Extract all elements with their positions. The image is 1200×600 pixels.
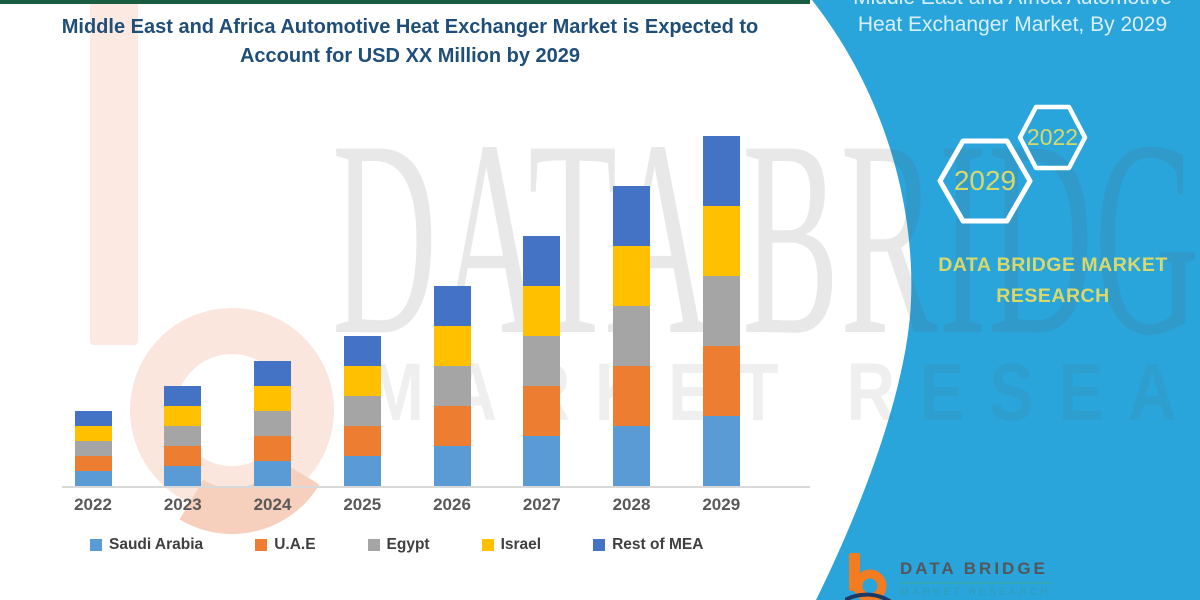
legend-swatch-icon — [255, 539, 268, 551]
bar-segment-2022 — [74, 411, 112, 426]
legend-swatch-icon — [593, 539, 606, 551]
bar-segment-2029 — [702, 276, 740, 346]
top-accent-strip — [0, 0, 810, 4]
bar-segment-2029 — [702, 136, 740, 206]
bar-segment-2027 — [523, 286, 561, 336]
x-axis-label: 2023 — [163, 495, 202, 514]
bar-segment-2027 — [523, 336, 561, 386]
bar-segment-2024 — [254, 436, 291, 461]
bar-segment-2026 — [433, 326, 471, 366]
legend-item: Israel — [481, 536, 542, 554]
bar-segment-2026 — [433, 366, 471, 406]
bar-segment-2029 — [702, 206, 740, 276]
bar-segment-2028 — [613, 426, 650, 486]
legend-swatch-icon — [367, 539, 380, 551]
x-axis-label: 2024 — [253, 495, 292, 514]
bar-segment-2022 — [74, 471, 112, 486]
legend-label: Saudi Arabia — [109, 536, 204, 553]
bar-segment-2028 — [613, 186, 650, 246]
bar-segment-2022 — [74, 456, 112, 471]
bar-segment-2026 — [433, 286, 471, 326]
bar-segment-2024 — [254, 411, 291, 436]
bar-segment-2027 — [523, 436, 561, 486]
bar-segment-2029 — [702, 416, 740, 486]
bar-segment-2026 — [433, 446, 471, 486]
bar-segment-2025 — [343, 426, 381, 456]
bar-segment-2029 — [702, 346, 740, 416]
legend-item: U.A.E — [255, 536, 316, 554]
x-axis-label: 2026 — [433, 495, 471, 514]
legend-label: Rest of MEA — [612, 536, 704, 553]
bar-segment-2026 — [433, 406, 471, 446]
legend-label: Egypt — [386, 536, 430, 553]
logo-watermark-stem — [90, 0, 138, 345]
bar-segment-2023 — [164, 446, 202, 466]
x-axis-line — [62, 486, 810, 488]
bar-segment-2023 — [164, 466, 202, 486]
bar-segment-2024 — [254, 461, 291, 486]
x-axis-label: 2022 — [74, 495, 112, 514]
legend-item: Rest of MEA — [593, 536, 703, 554]
legend-swatch-icon — [90, 539, 102, 551]
legend-item: Saudi Arabia — [90, 536, 203, 554]
legend-label: Israel — [500, 536, 542, 553]
x-axis-label: 2028 — [612, 495, 651, 514]
bar-segment-2022 — [74, 426, 112, 441]
bar-segment-2028 — [613, 366, 650, 426]
legend-label: U.A.E — [274, 536, 316, 553]
chart-legend: Saudi Arabia U.A.E Egypt Israel Rest of MEA — [90, 536, 703, 554]
bar-segment-2023 — [164, 386, 202, 406]
bar-segment-2023 — [164, 426, 202, 446]
legend-swatch-icon — [481, 539, 494, 551]
bar-segment-2025 — [343, 456, 381, 486]
stacked-bar-chart: 2022 2023 2024 2025 2026 2027 2028 2029 Saudi A… — [62, 136, 810, 554]
x-axis-label: 2027 — [522, 495, 561, 514]
bar-segment-2027 — [523, 386, 561, 436]
bar-segment-2024 — [254, 361, 291, 386]
x-axis-label: 2025 — [343, 495, 382, 514]
bar-segment-2024 — [254, 386, 291, 411]
legend-item: Egypt — [367, 536, 430, 554]
bar-segment-2028 — [613, 306, 650, 366]
watermark-text-spaced: MARKET RESEARCH — [368, 347, 1200, 438]
bar-segment-2025 — [343, 396, 381, 426]
chart-title: Middle East and Africa Automotive Heat E… — [61, 16, 759, 67]
bar-segment-2025 — [343, 336, 381, 366]
bar-segment-2025 — [343, 366, 381, 396]
x-axis-label: 2029 — [702, 495, 741, 514]
bar-segment-2028 — [613, 246, 650, 306]
bar-segment-2022 — [74, 441, 112, 456]
bar-segment-2027 — [523, 236, 561, 286]
bar-segment-2023 — [164, 406, 202, 426]
